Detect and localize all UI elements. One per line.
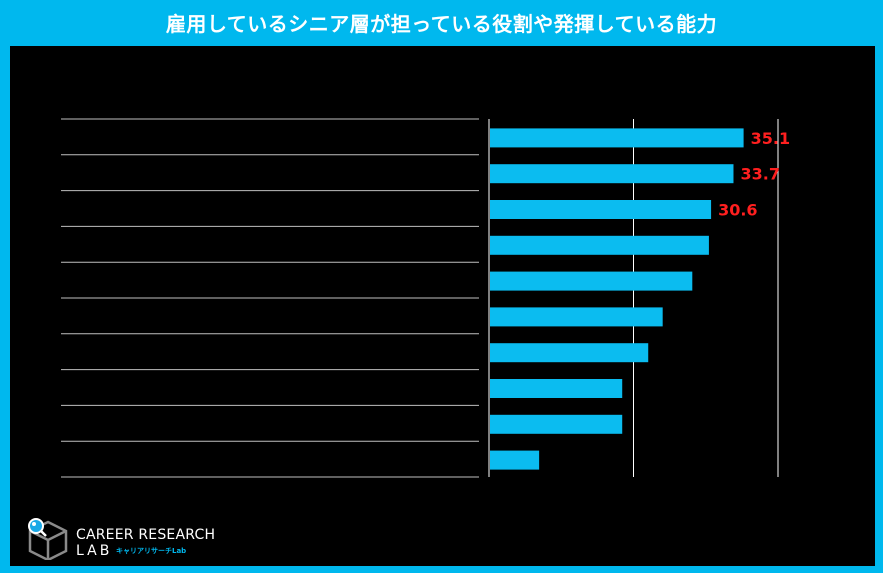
- header-bar: 雇用しているシニア層が担っている役割や発揮している能力: [0, 0, 883, 44]
- bar-5: [490, 271, 693, 291]
- chart-title: 雇用しているシニア層が担っている役割や発揮している能力: [165, 11, 718, 36]
- bar-2: [490, 164, 734, 184]
- bar-4: [490, 235, 709, 255]
- logo-brand-sub: キャリアリサーチLab: [116, 547, 187, 555]
- cube-magnifier-icon: [28, 518, 68, 562]
- bar-1: [490, 128, 744, 148]
- career-research-lab-logo: CAREER RESEARCH LAB キャリアリサーチLab: [24, 516, 244, 564]
- bar-3: [490, 200, 712, 219]
- bar-6: [490, 307, 663, 327]
- bar-8: [490, 379, 623, 398]
- bar-7: [490, 343, 649, 363]
- data-label-1: 35.1: [751, 129, 790, 148]
- data-label-2: 33.7: [740, 165, 779, 184]
- data-label-3: 30.6: [718, 201, 757, 220]
- bar-9: [490, 414, 623, 434]
- logo-brand-line1: CAREER RESEARCH: [76, 527, 216, 543]
- logo-brand-line2: LAB: [76, 543, 113, 559]
- bar-10: [490, 450, 540, 470]
